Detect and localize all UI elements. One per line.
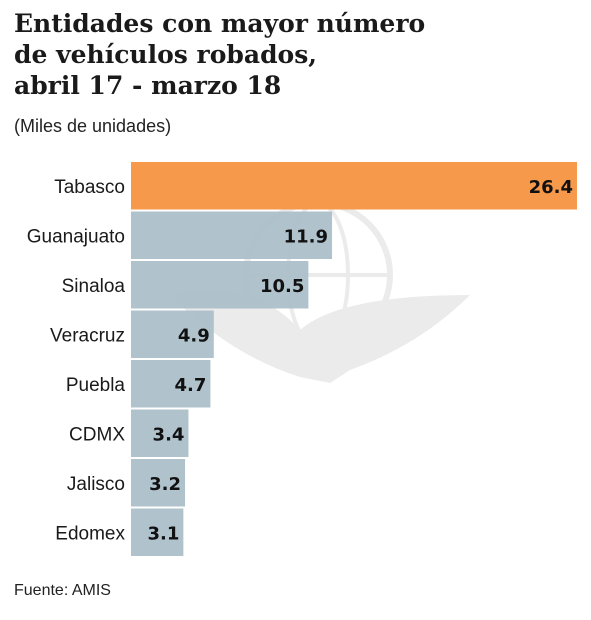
value-label: 3.4 (153, 424, 185, 445)
category-label: CDMX (69, 424, 125, 445)
title-line-3: abril 17 - marzo 18 (14, 71, 282, 100)
chart-title: Entidades con mayor número de vehículos … (14, 8, 574, 101)
category-label: Guanajuato (27, 226, 125, 247)
bar-guanajuato (131, 211, 333, 259)
bars-layer (131, 162, 577, 556)
category-label: Tabasco (54, 177, 125, 198)
value-label: 3.1 (147, 523, 179, 544)
category-label: Edomex (55, 523, 125, 544)
category-label: Puebla (66, 375, 126, 396)
value-labels: 26.4 11.9 10.5 4.9 4.7 3.4 3.2 3.1 (147, 177, 573, 545)
category-label: Sinaloa (62, 276, 126, 297)
title-line-1: Entidades con mayor número (14, 9, 426, 38)
bar-cdmx (131, 409, 189, 457)
bar-sinaloa (131, 261, 309, 309)
value-label: 3.2 (149, 474, 181, 495)
value-label: 10.5 (260, 276, 304, 297)
bar-veracruz (131, 310, 214, 358)
category-label: Jalisco (67, 474, 125, 495)
chart-subtitle: (Miles de unidades) (14, 116, 172, 136)
value-label: 26.4 (529, 177, 573, 198)
value-label: 11.9 (284, 226, 328, 247)
category-label: Veracruz (50, 325, 125, 346)
bar-tabasco (131, 162, 577, 210)
title-line-2: de vehículos robados, (14, 40, 318, 69)
bar-jalisco (131, 459, 186, 507)
bar-chart: Tabasco Guanajuato Sinaloa Veracruz Puebla CD… (27, 162, 577, 556)
value-label: 4.7 (175, 375, 207, 396)
category-labels: Tabasco Guanajuato Sinaloa Veracruz Puebla CD… (27, 177, 126, 545)
value-label: 4.9 (178, 325, 210, 346)
source-note: Fuente: AMIS (14, 582, 111, 599)
bar-edomex (131, 508, 184, 556)
bar-puebla (131, 360, 211, 408)
